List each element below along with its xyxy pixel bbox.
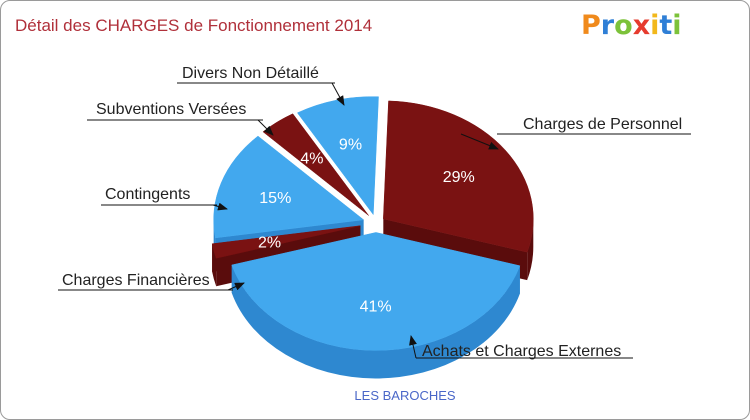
proxiti-logo: Proxiti xyxy=(581,10,682,41)
callout-arrow-personnel xyxy=(460,133,499,150)
callout-arrow-contingents xyxy=(212,202,228,211)
pie-slice-contingents[interactable] xyxy=(213,135,365,239)
slice-label-personnel: Charges de Personnel xyxy=(523,116,682,133)
percent-label-contingents: 15% xyxy=(259,190,291,207)
percent-label-personnel: 29% xyxy=(443,169,475,186)
pie-percent-labels: 29% 41% 2% 15% 4% 9% xyxy=(258,137,475,316)
percent-label-achats: 41% xyxy=(360,299,392,316)
logo-letter: P xyxy=(581,10,601,41)
logo-letter: x xyxy=(633,10,650,41)
callout-contingents: Contingents xyxy=(101,186,228,211)
logo-letter: o xyxy=(614,10,633,41)
callout-achats: Achats et Charges Externes xyxy=(409,335,633,360)
callout-divers: Divers Non Détaillé xyxy=(177,65,345,106)
slice-label-financieres: Charges Financières xyxy=(62,272,210,289)
percent-label-subventions: 4% xyxy=(300,151,323,168)
pie-slice-side-achats xyxy=(231,264,520,379)
slice-label-contingents: Contingents xyxy=(105,186,190,203)
pie-slice-personnel[interactable] xyxy=(383,100,534,253)
logo-letter: i xyxy=(650,10,659,41)
logo-letter: i xyxy=(672,10,681,41)
percent-label-divers: 9% xyxy=(339,137,362,154)
pie-slice-side-personnel xyxy=(527,218,534,281)
pie-slice-achats[interactable] xyxy=(231,232,521,351)
logo-letter: r xyxy=(601,10,615,41)
pie-slice-subventions[interactable] xyxy=(262,113,369,216)
percent-label-financieres: 2% xyxy=(258,234,281,251)
callout-arrow-subventions xyxy=(257,119,274,136)
pie-tops xyxy=(211,96,534,351)
callout-financieres: Charges Financières xyxy=(58,272,245,291)
slice-label-subventions: Subventions Versées xyxy=(96,101,246,118)
pie-slice-financieres[interactable] xyxy=(211,225,361,259)
callout-personnel: Charges de Personnel xyxy=(460,116,691,150)
chart-subtitle: LES BAROCHES xyxy=(354,388,455,403)
pie-callouts: Charges de Personnel Achats et Charges Ex… xyxy=(58,65,691,360)
slice-label-divers: Divers Non Détaillé xyxy=(182,65,319,82)
callout-arrow-divers xyxy=(331,82,345,106)
pie-slice-wall-financieres xyxy=(212,225,361,272)
callout-subventions: Subventions Versées xyxy=(87,101,274,136)
slice-label-achats: Achats et Charges Externes xyxy=(422,343,621,360)
chart-title: Détail des CHARGES de Fonctionnement 201… xyxy=(15,16,372,35)
logo-letter: t xyxy=(659,10,672,41)
callout-arrow-financieres xyxy=(227,282,245,291)
callout-arrow-achats xyxy=(409,335,417,359)
